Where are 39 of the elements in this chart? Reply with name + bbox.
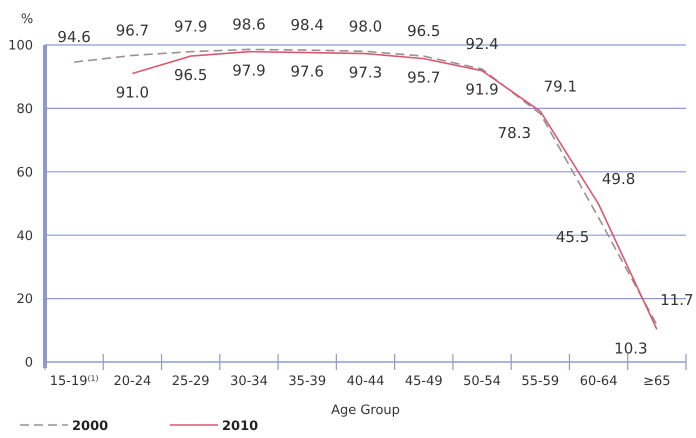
y-tick-label: 60 <box>16 165 33 180</box>
data-label: 78.3 <box>498 124 532 142</box>
legend-label: 2010 <box>222 419 258 434</box>
data-label: 97.9 <box>174 18 208 36</box>
y-tick-label: 20 <box>16 292 33 308</box>
legend-label: 2000 <box>72 419 108 434</box>
data-label: 98.4 <box>290 16 324 34</box>
data-label: 96.5 <box>407 22 440 40</box>
x-tick-label: 60-64 <box>580 374 618 389</box>
data-label: 98.6 <box>232 15 266 34</box>
y-tick-label: 80 <box>16 102 33 117</box>
x-tick-label: 25-29 <box>172 374 210 389</box>
x-axis-title: Age Group <box>331 403 400 418</box>
x-tick-label: 45-49 <box>404 374 443 389</box>
x-tick-label: 35-39 <box>288 374 326 389</box>
data-label: 98.0 <box>348 17 382 36</box>
y-tick-label: 0 <box>24 356 33 371</box>
data-label: 96.7 <box>116 21 150 40</box>
data-label: 97.6 <box>290 62 324 81</box>
y-axis-title: % <box>20 12 34 27</box>
x-tick-label: 40-44 <box>346 374 384 389</box>
x-tick-label: 20-24 <box>114 374 152 389</box>
x-tick-label: 50-54 <box>463 374 501 389</box>
x-tick-label: ≥65 <box>643 374 671 389</box>
y-tick-label: 40 <box>16 228 33 244</box>
x-tick-label: 30-34 <box>230 374 268 389</box>
data-label: 97.3 <box>348 64 382 82</box>
data-label: 79.1 <box>544 77 578 96</box>
data-label: 91.9 <box>465 80 499 99</box>
data-label: 49.8 <box>602 170 636 188</box>
data-label: 94.6 <box>57 28 91 46</box>
data-label: 97.9 <box>232 62 266 80</box>
data-label: 91.0 <box>116 84 150 102</box>
data-label: 96.5 <box>174 66 208 84</box>
x-tick-label: 15-19$^{(1)}$ <box>50 374 99 389</box>
data-label: 10.3 <box>614 339 648 358</box>
y-tick-label: 100 <box>8 38 33 54</box>
x-tick-label: 55-59 <box>521 374 560 389</box>
data-label: 95.7 <box>407 68 440 87</box>
